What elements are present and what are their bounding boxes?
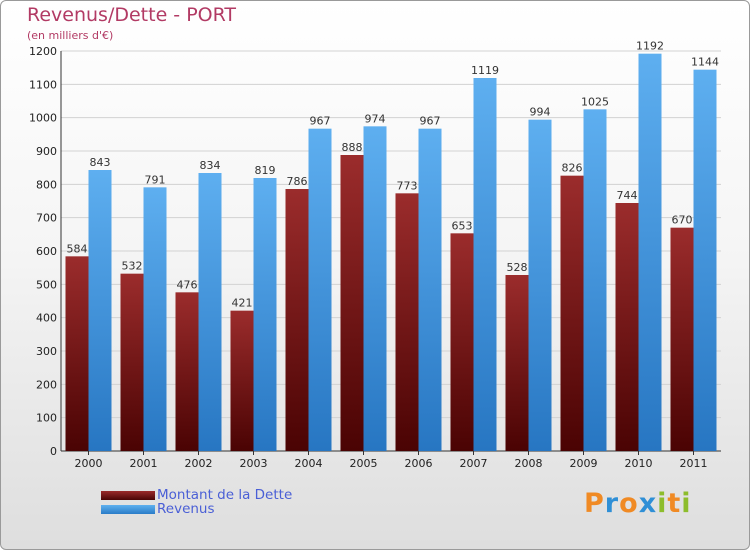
x-tick-label: 2007 xyxy=(460,457,488,470)
chart-title: Revenus/Dette - PORT xyxy=(27,4,237,26)
data-label: 584 xyxy=(67,242,88,255)
y-tick-label: 900 xyxy=(36,145,57,158)
x-tick-label: 2004 xyxy=(295,457,323,470)
bar-dette xyxy=(560,175,584,451)
bar-dette xyxy=(175,292,199,451)
legend-item-revenus: Revenus xyxy=(101,501,215,517)
x-tick-label: 2003 xyxy=(240,457,268,470)
data-label: 670 xyxy=(672,214,693,227)
bar-revenus xyxy=(583,109,607,451)
data-label: 843 xyxy=(90,156,111,169)
y-tick-label: 300 xyxy=(36,345,57,358)
data-label: 974 xyxy=(365,112,386,125)
y-tick-label: 100 xyxy=(36,412,57,425)
data-label: 888 xyxy=(342,141,363,154)
data-label: 791 xyxy=(145,173,166,186)
logo-letter: P xyxy=(584,488,605,519)
y-tick-label: 500 xyxy=(36,278,57,291)
bar-revenus xyxy=(473,78,497,451)
y-tick-label: 400 xyxy=(36,312,57,325)
proxiti-logo: Proxiti xyxy=(584,488,692,519)
bar-dette xyxy=(65,256,89,451)
data-label: 1119 xyxy=(471,64,499,77)
data-label: 1025 xyxy=(581,95,609,108)
data-label: 421 xyxy=(232,297,253,310)
x-tick-label: 2000 xyxy=(75,457,103,470)
legend-swatch-revenus xyxy=(101,504,155,514)
data-label: 773 xyxy=(397,179,418,192)
data-label: 1144 xyxy=(691,56,719,69)
bar-dette xyxy=(285,189,309,451)
data-label: 1192 xyxy=(636,40,664,53)
y-tick-label: 800 xyxy=(36,178,57,191)
data-label: 476 xyxy=(177,278,198,291)
logo-letter: i xyxy=(657,488,668,519)
data-label: 819 xyxy=(255,164,276,177)
bar-revenus xyxy=(88,170,112,451)
y-tick-label: 700 xyxy=(36,212,57,225)
y-tick-label: 1100 xyxy=(29,78,57,91)
logo-letter: t xyxy=(667,488,682,519)
legend-label-revenus: Revenus xyxy=(157,501,215,517)
logo-letter: o xyxy=(619,488,639,519)
logo-letter: i xyxy=(681,488,692,519)
x-tick-label: 2011 xyxy=(680,457,708,470)
data-label: 994 xyxy=(530,106,551,119)
data-label: 967 xyxy=(310,115,331,128)
bar-revenus xyxy=(198,173,222,451)
bar-dette xyxy=(670,227,694,451)
data-label: 528 xyxy=(507,261,528,274)
x-tick-label: 2010 xyxy=(625,457,653,470)
data-label: 826 xyxy=(562,162,583,175)
bar-dette xyxy=(505,275,529,451)
bar-revenus xyxy=(363,126,387,451)
bar-revenus xyxy=(143,187,167,452)
legend-swatch-dette xyxy=(101,490,155,500)
data-label: 967 xyxy=(420,115,441,128)
data-label: 744 xyxy=(617,189,638,202)
bar-revenus xyxy=(693,69,717,452)
bar-revenus xyxy=(418,128,442,451)
y-tick-label: 200 xyxy=(36,378,57,391)
bar-dette xyxy=(230,310,254,451)
bar-dette xyxy=(120,273,144,451)
bar-revenus xyxy=(308,128,332,451)
x-tick-label: 2009 xyxy=(570,457,598,470)
bar-dette xyxy=(450,233,474,451)
y-tick-label: 0 xyxy=(50,445,57,458)
logo-letter: x xyxy=(638,488,658,519)
y-tick-label: 1200 xyxy=(29,45,57,58)
data-label: 653 xyxy=(452,219,473,232)
legend-item-dette: Montant de la Dette xyxy=(101,487,293,503)
chart-subtitle: (en milliers d'€) xyxy=(27,29,114,42)
bar-revenus xyxy=(528,119,552,452)
data-label: 786 xyxy=(287,175,308,188)
x-tick-label: 2008 xyxy=(515,457,543,470)
logo-letter: r xyxy=(604,488,620,519)
x-tick-label: 2005 xyxy=(350,457,378,470)
bar-revenus xyxy=(638,53,662,452)
data-label: 532 xyxy=(122,260,143,273)
y-tick-label: 1000 xyxy=(29,112,57,125)
x-tick-label: 2001 xyxy=(130,457,158,470)
bar-dette xyxy=(615,203,639,451)
bar-dette xyxy=(340,155,364,451)
legend-label-dette: Montant de la Dette xyxy=(157,487,293,503)
x-tick-label: 2006 xyxy=(405,457,433,470)
data-label: 834 xyxy=(200,159,221,172)
bar-revenus xyxy=(253,178,277,451)
bar-dette xyxy=(395,193,419,452)
y-tick-label: 600 xyxy=(36,245,57,258)
x-tick-label: 2002 xyxy=(185,457,213,470)
